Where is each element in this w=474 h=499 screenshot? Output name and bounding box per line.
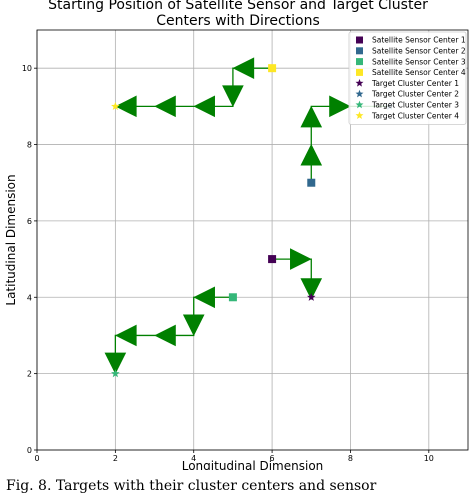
y-tick-label: 10 xyxy=(22,64,32,73)
legend-label: Target Cluster Center 4 xyxy=(371,111,459,120)
legend-marker-star xyxy=(355,89,364,98)
title-line-1: Starting Position of Satellite Sensor an… xyxy=(48,0,428,13)
legend-marker-star xyxy=(355,111,364,119)
y-tick-label: 8 xyxy=(27,141,32,150)
legend-label: Satellite Sensor Center 2 xyxy=(372,47,466,56)
direction-arrow xyxy=(115,95,137,118)
legend-box xyxy=(348,31,467,125)
target-center-1 xyxy=(306,292,316,301)
y-tick-label: 0 xyxy=(27,446,32,455)
x-tick-label: 6 xyxy=(270,454,275,463)
x-tick-label: 0 xyxy=(34,454,39,463)
x-tick-label: 8 xyxy=(348,454,353,463)
legend-marker-square xyxy=(356,58,363,66)
figure: Starting Position of Satellite Sensor an… xyxy=(4,0,469,470)
legend: Satellite Sensor Center 1 Satellite Senso… xyxy=(348,31,467,125)
x-axis-label: Longitudinal Dimension xyxy=(182,459,324,470)
sensor-center-1 xyxy=(268,255,277,264)
direction-arrow xyxy=(154,324,176,347)
legend-label: Target Cluster Center 2 xyxy=(371,90,459,99)
figure-caption: Fig. 8. Targets with their cluster cente… xyxy=(6,478,377,494)
title-line-2: Centers with Directions xyxy=(156,13,320,29)
legend-label: Satellite Sensor Center 1 xyxy=(372,36,466,45)
legend-marker-square xyxy=(356,68,363,76)
direction-arrow xyxy=(300,105,323,128)
direction-arrow xyxy=(104,352,127,375)
legend-label: Satellite Sensor Center 3 xyxy=(372,57,466,66)
x-tick-label: 4 xyxy=(191,454,196,463)
legend-label: Target Cluster Center 3 xyxy=(371,101,459,110)
direction-arrow xyxy=(222,85,244,108)
legend-label: Satellite Sensor Center 4 xyxy=(372,68,466,77)
legend-label: Target Cluster Center 1 xyxy=(371,79,459,88)
x-tick-label: 2 xyxy=(113,454,118,463)
sensor-center-3 xyxy=(228,293,237,302)
target-center-4 xyxy=(111,101,120,110)
legend-marker-star xyxy=(355,79,364,87)
direction-arrows xyxy=(104,57,351,375)
y-axis-label: Latitudinal Dimension xyxy=(4,174,18,305)
direction-arrow xyxy=(193,95,215,118)
x-tick-label: 10 xyxy=(424,454,434,463)
sensor-center-2 xyxy=(307,178,316,187)
direction-arrow xyxy=(300,143,323,166)
direction-arrow xyxy=(290,248,312,270)
direction-arrow xyxy=(182,314,205,337)
direction-arrow xyxy=(300,278,323,300)
plot-frame xyxy=(36,29,469,451)
direction-arrow xyxy=(232,57,255,79)
legend-marker-square xyxy=(356,47,363,55)
axis-ticks: 0 2 4 6 8 10 0 2 4 6 8 10 xyxy=(22,64,434,463)
direction-arrow xyxy=(115,324,137,347)
legend-marker-star xyxy=(355,100,364,109)
y-tick-label: 4 xyxy=(27,293,32,302)
legend-marker-square xyxy=(356,36,363,44)
chart-title: Starting Position of Satellite Sensor an… xyxy=(48,0,428,29)
direction-arrow xyxy=(193,286,215,309)
y-tick-label: 6 xyxy=(27,217,32,226)
sensor-center-4 xyxy=(268,64,277,73)
y-tick-label: 2 xyxy=(27,370,32,379)
target-center-3 xyxy=(111,369,120,378)
direction-arrow xyxy=(329,95,351,118)
direction-arrow xyxy=(154,95,176,118)
